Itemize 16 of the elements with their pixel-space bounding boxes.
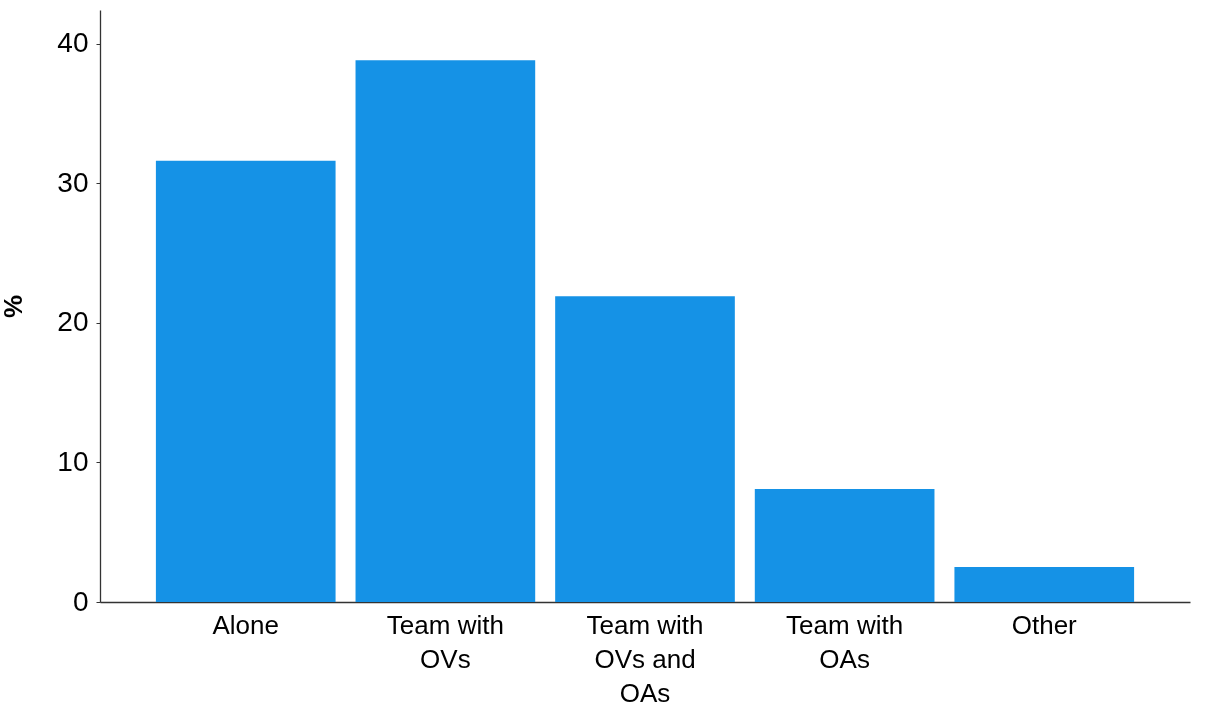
x-tick-label: Alone [212,609,279,640]
bar [355,60,536,602]
x-tick-label: Team with OVs and OAs [586,609,704,708]
bar [754,488,935,602]
bar [555,296,735,602]
y-tick-label: 10 [57,445,89,477]
x-tick-label: Team with OAs [786,609,904,674]
x-tick-label: Team with OVs [386,609,504,674]
y-axis-title: % [0,294,29,319]
y-tick-label: 30 [57,166,89,198]
bar [954,567,1135,602]
y-tick-label: 20 [57,306,89,338]
bar [155,160,336,602]
y-tick-label: 0 [72,585,89,617]
x-tick-label: Other [1011,609,1078,640]
y-tick-label: 40 [57,27,89,59]
